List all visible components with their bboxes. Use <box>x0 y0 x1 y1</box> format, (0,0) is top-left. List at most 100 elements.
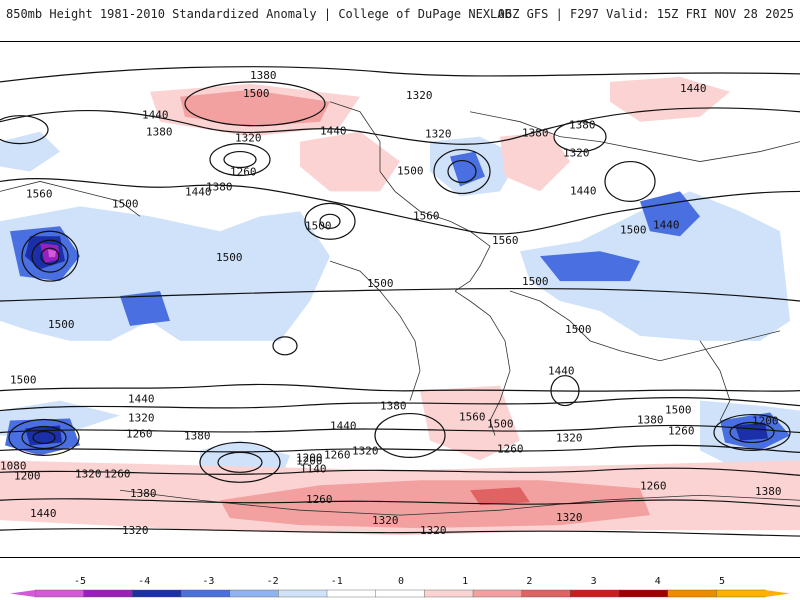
colorbar-tick-label: 0 <box>398 576 404 587</box>
colorbar-tick-label: 1 <box>462 576 468 587</box>
anomaly-region <box>520 191 790 341</box>
contour-ring <box>32 430 56 445</box>
colorbar-swatch <box>424 589 474 598</box>
contour-label: 1260 <box>126 427 152 440</box>
contour-label: 1380 <box>250 69 276 82</box>
anomaly-region <box>0 131 60 172</box>
contour-label: 1500 <box>565 323 591 336</box>
contour-label: 1200 <box>296 454 322 467</box>
contour-ring <box>550 375 580 407</box>
contour-label: 1560 <box>413 209 439 222</box>
contour-label: 1440 <box>30 507 56 520</box>
contour-label: 1440 <box>680 82 706 95</box>
coastlines <box>0 101 800 516</box>
contour-ring <box>433 148 491 195</box>
contour-line <box>0 287 800 302</box>
colorbar-swatch <box>375 589 426 598</box>
colorbar-swatch <box>83 589 134 598</box>
contour-label: 1380 <box>637 414 663 427</box>
contour-ring <box>553 121 607 153</box>
colorbar-tick-label: -5 <box>74 576 86 587</box>
contour-label: 1440 <box>570 184 596 197</box>
contour-label: 1320 <box>420 524 446 537</box>
contour-label: 1260 <box>306 493 332 506</box>
contour-label: 1200 <box>14 469 40 482</box>
colorbar-swatch <box>472 589 523 598</box>
contour-line <box>0 107 800 145</box>
colorbar-tick-label: 4 <box>655 576 661 587</box>
map-title: 850mb Height 1981-2010 Standardized Anom… <box>6 7 512 21</box>
contour-label: 1320 <box>235 132 261 145</box>
contour-ring <box>21 230 79 282</box>
colorbar-tick-label: -4 <box>138 576 150 587</box>
contour-label: 1260 <box>640 479 666 492</box>
colorbar-swatches <box>10 589 790 598</box>
contour-ring <box>184 81 326 127</box>
contour-label: 1440 <box>330 420 356 433</box>
contour-label: 1260 <box>230 166 256 179</box>
contour-label: 1500 <box>112 197 138 210</box>
contour-label: 1500 <box>243 87 269 100</box>
contour-label: 1500 <box>522 275 548 288</box>
colorbar-swatch <box>667 589 718 598</box>
contour-line <box>0 424 800 434</box>
contour-label: 1500 <box>367 277 393 290</box>
colorbar-tick-label: 5 <box>719 576 725 587</box>
contour-label: 1380 <box>380 400 406 413</box>
contour-label: 1320 <box>556 431 582 444</box>
contour-line <box>0 498 800 507</box>
contour-label: 1560 <box>26 187 52 200</box>
anomaly-region <box>180 89 330 127</box>
coastline <box>454 290 511 436</box>
contour-label: 1200 <box>296 451 322 464</box>
contour-ring <box>729 421 775 444</box>
colorbar-tick-label: -2 <box>267 576 279 587</box>
contour-label: 1140 <box>300 462 326 475</box>
contour-label: 1560 <box>492 234 518 247</box>
height-contours <box>0 66 800 537</box>
colorbar-swatch <box>34 589 85 598</box>
contour-label: 1500 <box>665 404 691 417</box>
contour-label: 1500 <box>620 223 646 236</box>
contour-label: 1380 <box>522 127 548 140</box>
contour-label: 1320 <box>563 147 589 160</box>
colorbar-arrow-left <box>10 590 35 597</box>
contour-ring <box>304 202 356 240</box>
contour-ring <box>319 213 341 229</box>
contour-label: 1260 <box>668 424 694 437</box>
colorbar-ticks: -5 -4 -3 -2 -1 0 1 2 3 4 5 <box>74 576 725 587</box>
contour-ring <box>217 451 263 473</box>
coastline <box>329 260 421 401</box>
contour-label: 1500 <box>487 418 513 431</box>
colorbar-swatch <box>180 589 231 598</box>
contour-ring <box>0 115 49 145</box>
contour-line <box>0 178 800 235</box>
contour-label: 1440 <box>128 393 154 406</box>
colorbar-swatch <box>618 589 669 598</box>
contour-label: 1440 <box>548 365 574 378</box>
contour-line <box>0 444 800 454</box>
coastline <box>699 340 731 421</box>
contour-label: 1380 <box>569 119 595 132</box>
colorbar-swatch <box>132 589 182 598</box>
colorbar-arrow-right <box>765 590 790 597</box>
contour-ring <box>223 150 257 169</box>
contour-label: 1560 <box>459 411 485 424</box>
coastline <box>509 290 781 362</box>
contour-label: 1260 <box>497 442 523 455</box>
contour-label: 1500 <box>10 374 36 387</box>
model-run-info: 06Z GFS | F297 Valid: 15Z FRI NOV 28 202… <box>497 7 794 21</box>
contour-label: 1320 <box>122 524 148 537</box>
anomaly-region <box>640 191 700 237</box>
anomaly-region <box>48 249 56 258</box>
contour-label: 1380 <box>146 126 172 139</box>
contour-ring <box>713 413 791 452</box>
colorbar-swatch <box>716 589 766 598</box>
anomaly-region <box>470 487 530 506</box>
contour-label: 1500 <box>397 165 423 178</box>
colorbar-tick-label: 3 <box>591 576 597 587</box>
colorbar-tick-label: -3 <box>202 576 214 587</box>
coastline <box>469 111 800 162</box>
contour-ring <box>209 143 271 177</box>
coastline <box>329 101 491 292</box>
